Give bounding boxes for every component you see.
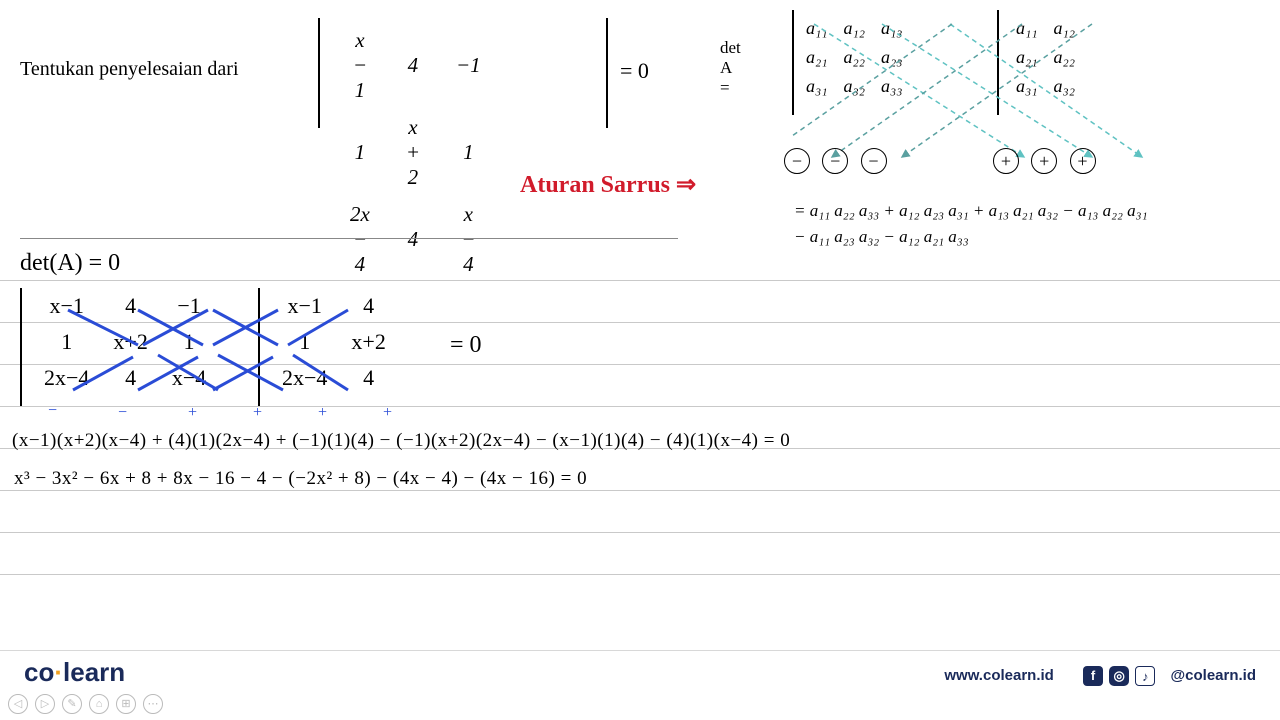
sarrus-formula: = a₁₁ a₂₂ a₃₃ + a₁₂ a₂₃ a₃₁ + a₁₃ a₂₁ a₃… [794,198,1280,251]
problem-prefix: Tentukan penyelesaian dari [20,58,239,81]
det-a-label: det A = [720,38,741,98]
nav-next-icon[interactable]: ▷ [35,694,55,714]
instagram-icon[interactable]: ◎ [1109,666,1129,686]
nav-grid-icon[interactable]: ⊞ [116,694,136,714]
sarrus-signs: − − − + + + [780,148,1240,174]
expansion-line-1: (x−1)(x+2)(x−4) + (4)(1)(2x−4) + (−1)(1)… [12,430,790,452]
footer-right: www.colearn.id f ◎ ♪ @colearn.id [944,666,1256,686]
handwritten-eq-zero: = 0 [450,332,482,359]
colearn-logo: co·learn [24,657,125,688]
separator-line [20,238,678,239]
tiktok-icon[interactable]: ♪ [1135,666,1155,686]
footer-handle: @colearn.id [1171,667,1256,684]
nav-prev-icon[interactable]: ◁ [8,694,28,714]
nav-buttons[interactable]: ◁ ▷ ✎ ⌂ ⊞ ⋯ [8,694,166,714]
expansion-line-2: x³ − 3x² − 6x + 8 + 8x − 16 − 4 − (−2x² … [14,468,587,490]
footer-url[interactable]: www.colearn.id [944,667,1053,684]
nav-pen-icon[interactable]: ✎ [62,694,82,714]
footer: co·learn ◁ ▷ ✎ ⌂ ⊞ ⋯ www.colearn.id f ◎ … [0,650,1280,720]
det-a-zero: det(A) = 0 [20,250,120,277]
nav-home-icon[interactable]: ⌂ [89,694,109,714]
nav-more-icon[interactable]: ⋯ [143,694,163,714]
facebook-icon[interactable]: f [1083,666,1103,686]
aturan-sarrus-label: Aturan Sarrus ⇒ [520,170,696,199]
problem-rhs: = 0 [620,58,649,84]
